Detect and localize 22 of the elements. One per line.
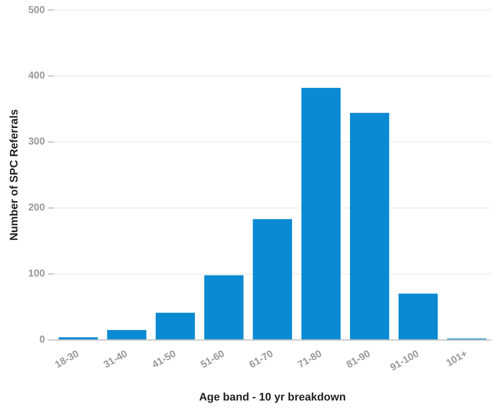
x-tick-label: 71-80: [296, 348, 324, 371]
y-tick-label: 500: [28, 4, 46, 16]
y-axis-title: Number of SPC Referrals: [8, 109, 21, 241]
bar: [398, 294, 438, 340]
x-axis-title: Age band - 10 yr breakdown: [199, 391, 346, 404]
bar: [252, 219, 292, 340]
y-tick-label: 400: [28, 70, 46, 82]
x-tick-label: 41-50: [150, 348, 179, 371]
y-tick-label: 100: [28, 268, 46, 280]
y-tick-label: 300: [28, 136, 46, 148]
bar: [204, 275, 244, 340]
y-tick-label: 200: [28, 202, 46, 214]
bar: [156, 312, 195, 340]
x-tick-label: 81-90: [344, 348, 373, 371]
x-tick-label: 51-60: [199, 348, 228, 371]
y-tick-label: 0: [39, 334, 46, 346]
x-tick-label: 61-70: [248, 348, 276, 371]
bar: [350, 112, 390, 340]
x-tick-label: 101+: [444, 348, 470, 370]
bar: [107, 330, 146, 340]
bar: [301, 88, 341, 340]
x-tick-label: 31-40: [102, 348, 130, 371]
